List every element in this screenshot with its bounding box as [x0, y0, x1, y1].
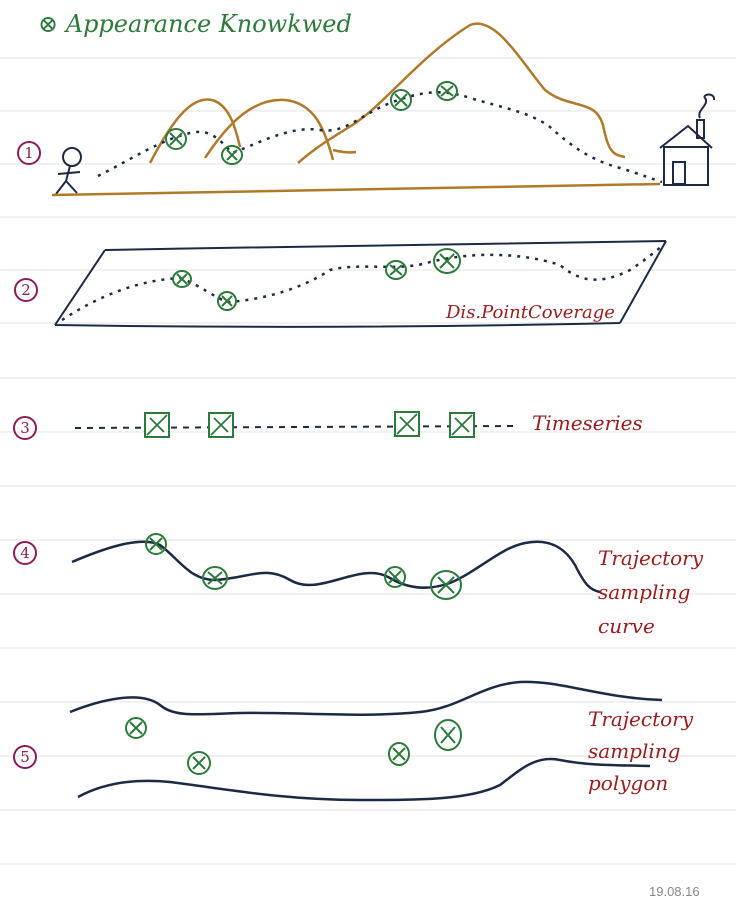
section-4-label: Trajectory sampling curve — [598, 546, 703, 638]
sample-marker-icon — [436, 81, 458, 101]
sample-marker-icon — [187, 751, 211, 775]
section-2-label: Dis.PointCoverage — [446, 302, 615, 323]
section-3-number: 3 — [13, 416, 37, 440]
sample-marker-icon — [388, 742, 410, 766]
sample-marker-icon — [202, 566, 228, 590]
trajectory-curve — [71, 540, 601, 594]
stick-figure-icon — [55, 147, 82, 195]
polygon-lower-edge — [77, 757, 651, 802]
page-date: 19.08.16 — [649, 884, 700, 899]
page-title: ⊗ Appearance Knowkwed — [38, 10, 352, 38]
sample-marker-icon — [384, 566, 406, 588]
walking-path — [97, 91, 663, 184]
section-1-sketch — [51, 22, 715, 197]
polygon-upper-edge — [69, 680, 663, 716]
mountain-outlines — [148, 22, 626, 164]
section-5-number: 5 — [13, 745, 37, 769]
section-4-number: 4 — [13, 541, 37, 565]
sample-marker-icon — [434, 719, 462, 751]
sample-markers — [125, 81, 462, 775]
sample-marker-icon — [430, 570, 462, 600]
section-3-sketch — [74, 411, 519, 438]
sample-marker-icon — [125, 717, 147, 739]
sample-marker-icon — [390, 89, 412, 111]
section-1-number: 1 — [17, 141, 41, 165]
sample-marker-icon — [221, 145, 243, 165]
ground-line — [51, 182, 661, 197]
sample-marker-icon — [217, 291, 237, 311]
sample-marker-icon — [172, 270, 192, 288]
coverage-frame — [54, 240, 667, 328]
sample-marker-icon — [433, 248, 461, 274]
house-icon — [659, 93, 715, 186]
section-4-sketch — [71, 540, 601, 594]
sample-marker-icon — [145, 533, 167, 555]
sample-marker-icon — [385, 260, 407, 280]
ruled-lines — [0, 57, 736, 865]
section-5-sketch — [69, 680, 663, 802]
section-3-label: Timeseries — [532, 411, 643, 435]
section-5-label: Trajectory sampling polygon — [588, 707, 693, 795]
sample-marker-icon — [165, 128, 187, 150]
section-2-number: 2 — [14, 278, 38, 302]
